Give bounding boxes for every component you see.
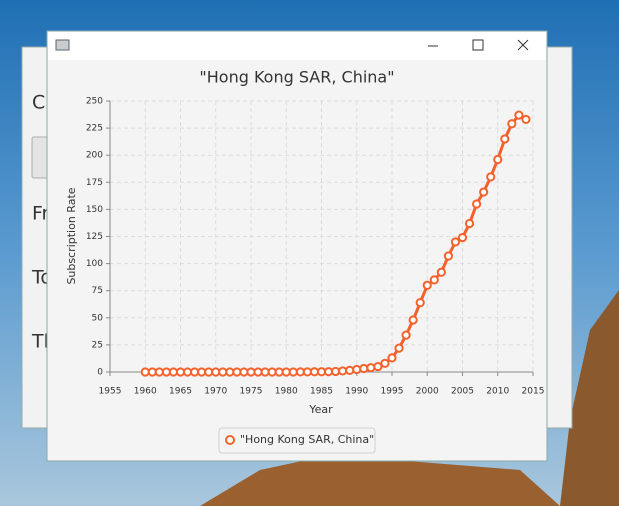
app-icon xyxy=(55,39,70,51)
data-point xyxy=(380,358,390,368)
y-axis-label: Subscription Rate xyxy=(65,187,78,284)
data-point xyxy=(464,218,475,229)
title-bar xyxy=(48,32,546,60)
data-point xyxy=(408,315,418,325)
data-point xyxy=(472,199,482,209)
data-point xyxy=(514,110,524,120)
label: Fr xyxy=(32,203,50,225)
data-point xyxy=(443,251,453,261)
y-tick-label: 25 xyxy=(92,340,103,350)
data-point xyxy=(521,114,531,125)
data-point xyxy=(429,275,439,285)
x-tick-label: 1955 xyxy=(99,387,122,397)
data-point xyxy=(352,364,362,375)
data-point xyxy=(345,365,355,375)
data-point xyxy=(387,353,397,363)
data-point xyxy=(486,172,496,182)
chart: "Hong Kong SAR, China" Year Subscription… xyxy=(65,68,544,454)
x-tick-label: 1975 xyxy=(240,387,263,397)
data-point xyxy=(373,361,383,372)
x-axis-label: Year xyxy=(308,403,333,416)
rock xyxy=(200,455,560,506)
y-tick-label: 175 xyxy=(86,178,103,188)
x-tick-label: 1960 xyxy=(134,387,157,397)
legend-label: "Hong Kong SAR, China" xyxy=(240,433,374,446)
y-tick-label: 0 xyxy=(97,368,103,378)
data-point xyxy=(436,267,446,277)
x-tick-label: 1970 xyxy=(204,387,227,397)
y-tick-label: 75 xyxy=(92,286,103,296)
data-point xyxy=(500,134,510,144)
close-button[interactable] xyxy=(517,39,529,51)
data-point xyxy=(415,298,425,308)
x-tick-label: 1995 xyxy=(381,387,404,397)
y-tick-label: 100 xyxy=(86,259,103,269)
data-point xyxy=(493,154,503,165)
x-tick-label: 1990 xyxy=(345,387,368,397)
y-tick-label: 200 xyxy=(86,151,103,161)
data-point xyxy=(394,343,404,353)
x-tick-label: 1965 xyxy=(169,387,192,397)
data-point xyxy=(359,363,369,374)
legend-marker xyxy=(225,435,235,445)
maximize-button[interactable] xyxy=(472,39,484,51)
y-tick-label: 250 xyxy=(86,97,103,107)
data-point xyxy=(366,363,376,373)
x-tick-label: 1985 xyxy=(310,387,333,397)
x-tick-label: 2000 xyxy=(416,387,439,397)
data-point xyxy=(479,187,489,197)
y-tick-label: 125 xyxy=(86,232,103,242)
data-point xyxy=(450,237,461,247)
data-point xyxy=(422,280,432,290)
chart-title: "Hong Kong SAR, China" xyxy=(199,68,394,87)
x-tick-label: 2010 xyxy=(486,387,509,397)
data-point xyxy=(507,119,517,129)
data-point xyxy=(457,232,468,243)
data-point xyxy=(401,330,411,340)
y-tick-label: 50 xyxy=(92,313,104,323)
x-tick-label: 1980 xyxy=(275,387,298,397)
y-tick-label: 225 xyxy=(86,124,103,134)
x-tick-label: 2015 xyxy=(522,387,545,397)
x-tick-label: 2005 xyxy=(451,387,474,397)
rock xyxy=(560,290,619,506)
window-frame xyxy=(46,30,548,462)
legend-box xyxy=(218,427,376,454)
y-tick-label: 150 xyxy=(86,205,103,215)
chart-window xyxy=(46,30,548,462)
